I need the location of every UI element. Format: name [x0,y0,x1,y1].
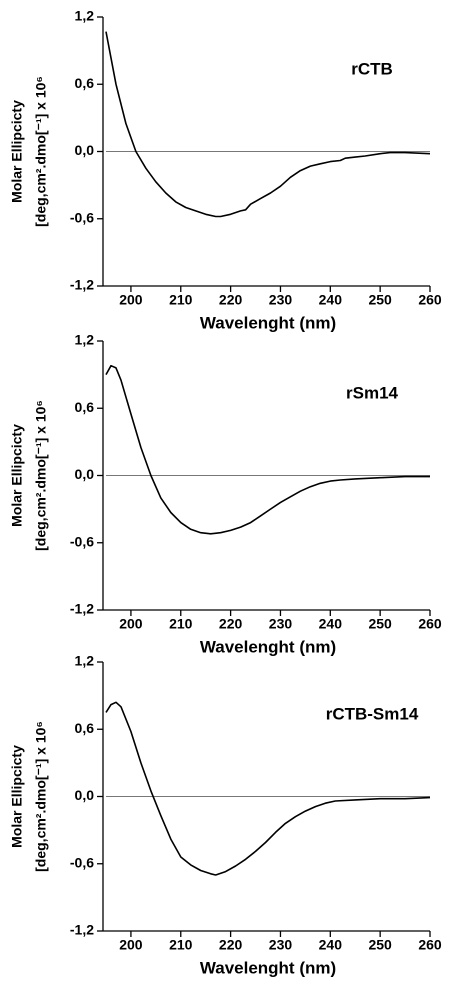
x-tick-label: 200 [119,937,143,953]
x-tick-label: 200 [119,292,143,308]
x-tick-label: 260 [418,292,442,308]
x-axis-label: Wavelenght (nm) [200,637,336,656]
y-tick-label: 0,0 [75,787,95,803]
x-tick-label: 240 [319,616,343,632]
x-tick-label: 250 [368,292,392,308]
x-axis-label: Wavelenght (nm) [200,313,336,332]
x-tick-label: 230 [269,292,293,308]
y-axis-label: Molar Ellipcicty [9,424,25,527]
y-tick-label: 0,0 [75,142,95,158]
panel-title: rCTB [351,59,393,78]
y-axis-label: Molar Ellipcicty [9,100,25,203]
y-axis-label: [deg,cm².dmo[⁻¹] x 10⁶ [33,76,49,227]
x-tick-label: 260 [418,937,442,953]
data-line [105,364,430,535]
x-tick-label: 210 [169,292,193,308]
y-tick-label: 0,6 [75,399,95,415]
y-tick-label: -1,2 [70,277,94,293]
x-tick-label: 240 [319,292,343,308]
y-tick-label: 0,0 [75,466,95,482]
y-tick-label: -0,6 [70,209,94,225]
panel-title: rSm14 [346,383,399,402]
y-tick-label: 1,2 [75,8,95,24]
x-tick-label: 250 [368,937,392,953]
x-tick-label: 250 [368,616,392,632]
y-tick-label: 1,2 [75,332,95,348]
x-tick-label: 200 [119,616,143,632]
y-tick-label: -1,2 [70,922,94,938]
y-tick-label: -0,6 [70,854,94,870]
x-tick-label: 210 [169,616,193,632]
data-line [105,31,431,218]
x-tick-label: 210 [169,937,193,953]
y-axis-label: [deg,cm².dmo[⁻¹] x 10⁶ [33,400,49,551]
x-axis-label: Wavelenght (nm) [200,958,336,977]
y-tick-label: 1,2 [75,653,95,669]
x-tick-label: 220 [219,616,243,632]
y-axis-label: [deg,cm².dmo[⁻¹] x 10⁶ [33,721,49,872]
x-tick-label: 260 [418,616,442,632]
panel-title: rCTB-Sm14 [326,704,419,723]
x-tick-label: 230 [269,616,293,632]
y-tick-label: -0,6 [70,533,94,549]
y-tick-label: -1,2 [70,601,94,617]
y-axis-label: Molar Ellipcicty [9,745,25,848]
y-tick-label: 0,6 [75,720,95,736]
data-line [105,701,431,876]
y-tick-label: 0,6 [75,75,95,91]
x-tick-label: 220 [219,937,243,953]
x-tick-label: 240 [319,937,343,953]
x-tick-label: 220 [219,292,243,308]
x-tick-label: 230 [269,937,293,953]
